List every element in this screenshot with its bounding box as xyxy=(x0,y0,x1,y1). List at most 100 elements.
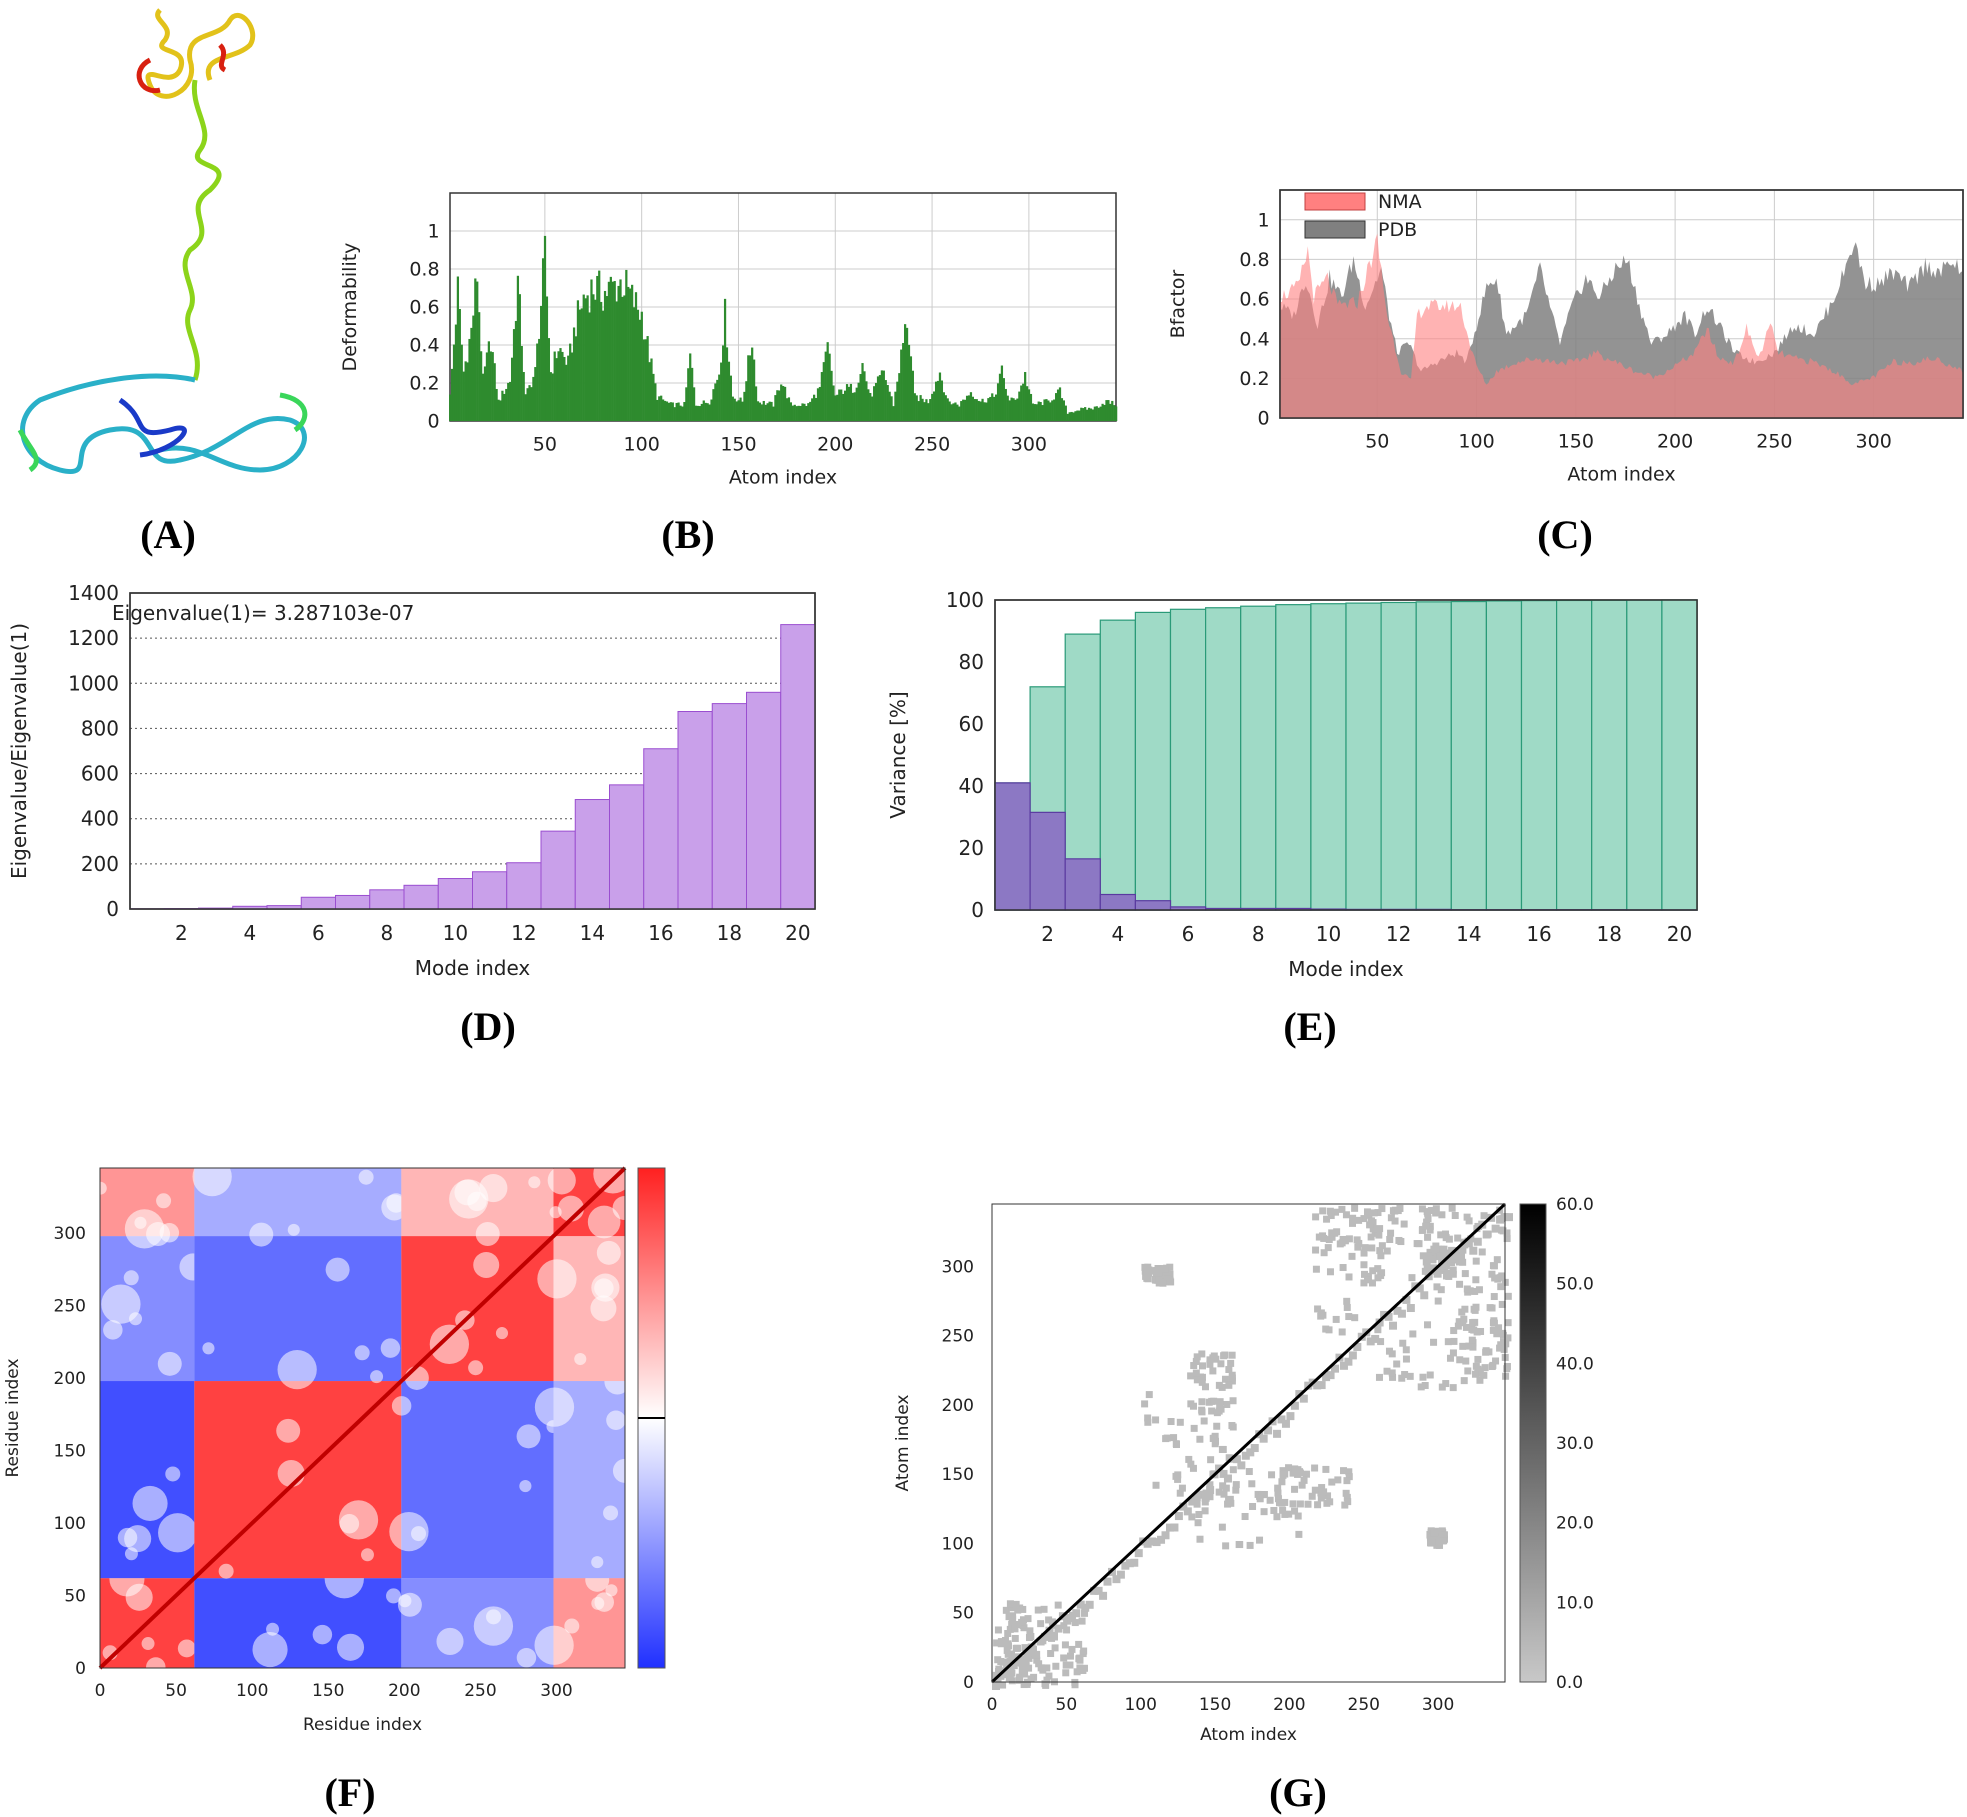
contact-cell xyxy=(1289,1469,1297,1477)
contact-cell xyxy=(1206,1360,1214,1368)
contact-cell xyxy=(1367,1233,1375,1241)
contact-cell xyxy=(1349,1214,1357,1222)
deformability-bar xyxy=(600,301,603,421)
y-axis-label: Atom index xyxy=(893,1395,913,1492)
deformability-bar xyxy=(528,385,531,421)
contact-cell xyxy=(1397,1238,1405,1246)
deformability-bar xyxy=(969,392,973,421)
deformability-bar xyxy=(466,362,469,421)
contact-cell xyxy=(1415,1240,1423,1248)
deformability-bar xyxy=(704,402,707,421)
deformability-bar xyxy=(783,386,787,421)
y-tick-label: 0.8 xyxy=(1239,249,1269,271)
deformability-bar xyxy=(811,398,814,421)
correlation-texture xyxy=(381,1194,408,1221)
deformability-bar xyxy=(1111,400,1114,421)
contact-cell xyxy=(1360,1215,1368,1223)
deformability-bar xyxy=(621,296,624,421)
contact-cell xyxy=(1063,1626,1071,1634)
contact-cell xyxy=(1211,1440,1219,1448)
contact-cell xyxy=(1366,1337,1375,1346)
contact-cell xyxy=(1426,1226,1434,1234)
correlation-texture xyxy=(177,1639,196,1658)
contact-cell xyxy=(997,1640,1005,1648)
contact-cell xyxy=(1499,1329,1507,1337)
deformability-bar xyxy=(814,397,818,421)
deformability-bar xyxy=(965,395,969,421)
contact-cell xyxy=(1026,1627,1034,1635)
x-tick-label: 6 xyxy=(1182,922,1195,946)
contact-cell xyxy=(1393,1360,1401,1368)
contact-cell xyxy=(1076,1600,1085,1609)
contact-cell xyxy=(1366,1221,1374,1229)
deformability-bar xyxy=(522,372,525,421)
plot-frame xyxy=(1279,189,1964,419)
contact-cell xyxy=(1311,1486,1319,1494)
y-tick-label: 600 xyxy=(81,762,119,786)
contact-cell xyxy=(1206,1356,1214,1364)
contact-cell xyxy=(1032,1650,1041,1659)
contact-cell xyxy=(1073,1668,1081,1676)
deformability-bar xyxy=(834,395,837,421)
contact-cell xyxy=(1440,1531,1448,1539)
correlation-texture xyxy=(124,1547,138,1561)
deformability-bar xyxy=(824,351,827,421)
deformability-bar xyxy=(1004,388,1007,421)
contact-cell xyxy=(1198,1350,1206,1358)
x-tick-label: 6 xyxy=(312,921,325,945)
correlation-texture xyxy=(590,1295,617,1322)
contact-cell xyxy=(1076,1656,1084,1664)
eigenvalue-bar xyxy=(540,830,576,910)
deformability-bar xyxy=(549,372,552,421)
contact-cell xyxy=(1018,1618,1026,1626)
deformability-bar xyxy=(882,370,885,421)
contact-cell xyxy=(1482,1230,1491,1239)
x-tick-label: 0 xyxy=(95,1681,106,1701)
contact-cell xyxy=(1228,1422,1236,1430)
deformability-bar xyxy=(743,391,746,421)
deformability-bar xyxy=(596,275,599,421)
deformability-bar xyxy=(911,370,914,421)
cumulative-variance-bar xyxy=(1310,603,1347,911)
contact-cell xyxy=(1394,1207,1402,1215)
deformability-bar xyxy=(954,402,957,421)
contact-cell xyxy=(1024,1615,1032,1623)
y-tick-label: 400 xyxy=(81,807,119,831)
deformability-bar xyxy=(1055,393,1058,421)
deformability-bar xyxy=(754,386,758,421)
deformability-bar xyxy=(574,336,578,421)
contact-cell xyxy=(1450,1327,1458,1335)
deformability-bar xyxy=(849,383,853,421)
contact-cell xyxy=(1438,1211,1446,1219)
individual-variance-bar xyxy=(1134,900,1172,911)
deformability-bar xyxy=(580,308,583,421)
contact-cell xyxy=(1141,1400,1149,1408)
correlation-block xyxy=(194,1578,402,1668)
contact-cell xyxy=(1449,1384,1457,1392)
contact-cell xyxy=(1442,1258,1450,1266)
contact-cell xyxy=(1166,1263,1174,1271)
contact-cell xyxy=(1498,1300,1506,1308)
deformability-bar xyxy=(702,400,705,421)
contact-cell xyxy=(1009,1615,1017,1623)
contact-cell xyxy=(1424,1215,1432,1223)
contact-cell xyxy=(1192,1493,1201,1502)
deformability-bar xyxy=(480,351,483,421)
deformability-bar xyxy=(927,403,930,421)
individual-variance-bar xyxy=(994,782,1031,911)
contact-cell xyxy=(1274,1495,1282,1503)
contact-cell xyxy=(1444,1338,1452,1346)
contact-cell xyxy=(1353,1236,1361,1244)
deformability-bar xyxy=(619,279,622,421)
deformability-bar xyxy=(487,341,490,421)
contact-cell xyxy=(1401,1371,1409,1379)
contact-cell xyxy=(1464,1367,1472,1375)
deformability-bar xyxy=(505,388,508,421)
contact-cell xyxy=(1376,1225,1384,1233)
contact-cell xyxy=(1341,1501,1349,1509)
contact-cell xyxy=(1460,1240,1469,1249)
contact-cell xyxy=(1028,1649,1036,1657)
deformability-bar xyxy=(1051,400,1054,421)
deformability-bar xyxy=(842,393,845,421)
contact-cell xyxy=(1424,1233,1432,1241)
